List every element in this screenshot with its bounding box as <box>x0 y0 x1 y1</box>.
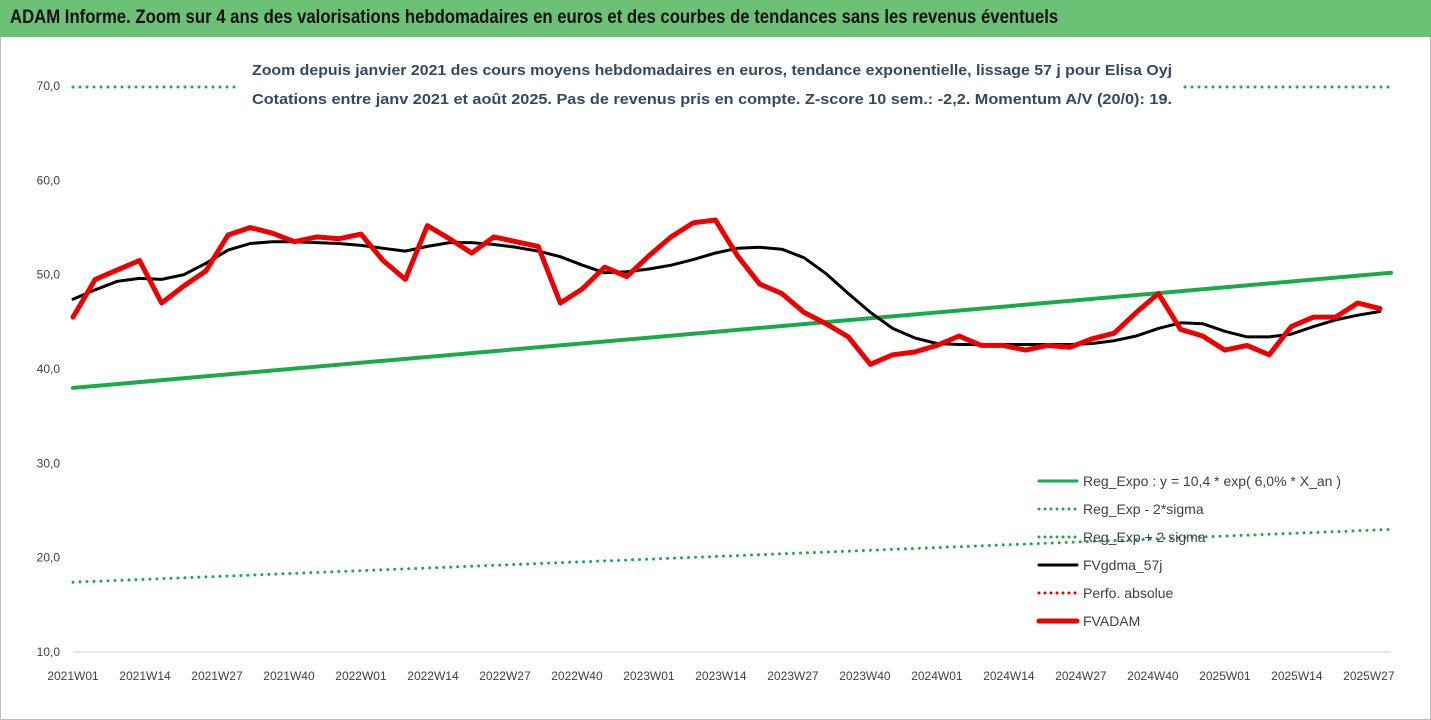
x-tick-label: 2021W14 <box>119 669 171 683</box>
legend-label: Perfo. absolue <box>1083 585 1173 601</box>
x-tick-label: 2024W40 <box>1127 669 1179 683</box>
x-tick-label: 2022W14 <box>407 669 459 683</box>
reg-expo-line <box>71 270 1393 390</box>
y-tick-label: 30,0 <box>37 456 61 470</box>
y-tick-label: 20,0 <box>37 551 61 565</box>
chart-title: Zoom depuis janvier 2021 des cours moyen… <box>252 62 1172 79</box>
x-tick-label: 2022W40 <box>551 669 603 683</box>
legend-label: Reg_Exp - 2*sigma <box>1083 501 1204 517</box>
x-tick-label: 2023W27 <box>767 669 819 683</box>
chart-subtitle: Cotations entre janv 2021 et août 2025. … <box>252 91 1172 108</box>
reg-exp-minus-2sigma-line <box>71 527 1393 584</box>
legend-label: Reg_Exp + 2 sigma <box>1083 529 1206 545</box>
x-tick-label: 2021W27 <box>191 669 243 683</box>
x-tick-label: 2023W01 <box>623 669 675 683</box>
legend-label: Reg_Expo : y = 10,4 * exp( 6,0% * X_an ) <box>1083 473 1341 489</box>
y-tick-label: 70,0 <box>37 79 61 93</box>
x-tick-label: 2021W01 <box>47 669 99 683</box>
x-tick-label: 2025W27 <box>1343 669 1395 683</box>
legend-label: FVgdma_57j <box>1083 557 1162 573</box>
y-tick-label: 10,0 <box>37 645 61 659</box>
x-tick-label: 2022W01 <box>335 669 387 683</box>
x-tick-label: 2025W14 <box>1271 669 1323 683</box>
x-tick-label: 2023W40 <box>839 669 891 683</box>
fvadam-line <box>70 217 1383 367</box>
report-title: ADAM Informe. Zoom sur 4 ans des valoris… <box>10 7 1059 28</box>
y-tick-label: 40,0 <box>37 362 61 376</box>
x-tick-label: 2023W14 <box>695 669 747 683</box>
x-tick-label: 2024W01 <box>911 669 963 683</box>
report-header: ADAM Informe. Zoom sur 4 ans des valoris… <box>0 0 1431 37</box>
y-tick-label: 60,0 <box>37 173 61 187</box>
legend-label: FVADAM <box>1083 613 1140 629</box>
x-tick-label: 2024W14 <box>983 669 1035 683</box>
x-tick-label: 2022W27 <box>479 669 531 683</box>
x-tick-label: 2024W27 <box>1055 669 1107 683</box>
x-tick-label: 2025W01 <box>1199 669 1251 683</box>
x-tick-label: 2021W40 <box>263 669 315 683</box>
y-tick-label: 50,0 <box>37 268 61 282</box>
